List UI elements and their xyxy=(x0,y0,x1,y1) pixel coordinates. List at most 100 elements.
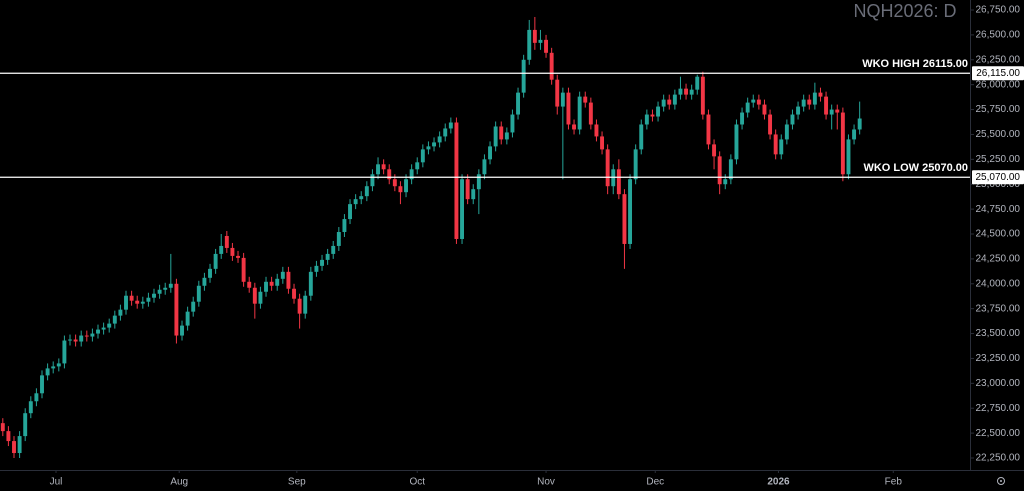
candle-body xyxy=(661,99,666,107)
settings-icon[interactable] xyxy=(997,477,1005,485)
y-tick-label: 25,000.00 xyxy=(976,179,1021,190)
candle-body xyxy=(538,39,543,43)
x-tick-label: Jul xyxy=(50,477,63,488)
candle-body xyxy=(146,297,151,302)
candle-body xyxy=(376,164,380,175)
y-tick-label: 23,000.00 xyxy=(976,378,1021,389)
candle-body xyxy=(364,186,369,197)
candle-body xyxy=(264,281,268,292)
candle-body xyxy=(717,156,722,185)
candle-body xyxy=(499,126,504,140)
candle-body xyxy=(320,259,324,266)
candle-body xyxy=(196,285,201,302)
candle-body xyxy=(667,99,672,105)
candle-body xyxy=(112,315,117,324)
candle-body xyxy=(392,179,397,187)
candle-body xyxy=(566,92,571,125)
candle-body xyxy=(577,96,582,130)
candle-body xyxy=(68,339,72,341)
candle-body xyxy=(34,393,39,402)
candle-body xyxy=(852,129,857,140)
y-tick-label: 22,750.00 xyxy=(976,403,1021,414)
y-tick-label: 26,500.00 xyxy=(976,30,1021,41)
candle-body xyxy=(308,271,313,296)
candle-body xyxy=(303,295,308,314)
candle-body xyxy=(185,311,190,326)
candle-body xyxy=(387,169,392,180)
candle-body xyxy=(504,132,509,140)
candle-body xyxy=(208,268,212,278)
candle-body xyxy=(236,255,240,258)
candle-body xyxy=(510,114,515,133)
candle-body xyxy=(252,287,257,304)
candle-body xyxy=(493,126,498,147)
y-tick-label: 22,500.00 xyxy=(976,428,1021,439)
candle-body xyxy=(745,102,750,113)
candle-body xyxy=(6,431,11,442)
candle-body xyxy=(650,114,655,117)
candle-body xyxy=(0,423,5,432)
candle-body xyxy=(96,329,100,334)
candle-body xyxy=(79,335,84,342)
candle-body xyxy=(600,136,605,150)
candle-body xyxy=(331,245,336,254)
candle-body xyxy=(174,283,179,336)
candle-body xyxy=(471,189,476,200)
candle-body xyxy=(723,179,728,185)
candle-body xyxy=(734,124,739,160)
candle-body xyxy=(790,114,795,125)
candle-body xyxy=(336,232,341,246)
candle-body xyxy=(801,99,806,107)
x-tick-label: 2026 xyxy=(767,477,790,488)
candle-body xyxy=(124,295,128,310)
candle-body xyxy=(756,99,761,105)
candle-body xyxy=(224,235,229,248)
candle-body xyxy=(426,146,431,150)
candle-body xyxy=(443,128,448,137)
candle-body xyxy=(465,179,470,200)
level-label: WKO HIGH 26115.00 xyxy=(862,58,968,70)
candle-body xyxy=(560,92,565,107)
candle-body xyxy=(247,281,252,288)
candle-body xyxy=(454,122,459,239)
candle-body xyxy=(101,327,106,330)
candle-body xyxy=(163,287,168,290)
candle-body xyxy=(544,39,549,53)
x-tick-label: Feb xyxy=(885,477,903,488)
candle-body xyxy=(213,253,218,269)
y-tick-label: 25,750.00 xyxy=(976,104,1021,115)
candle-body xyxy=(633,149,638,180)
candle-body xyxy=(684,88,689,95)
candle-body xyxy=(398,186,403,193)
candle-body xyxy=(812,92,817,105)
level-price-tag xyxy=(972,66,1024,81)
candle-body xyxy=(572,124,577,130)
candle-body xyxy=(409,169,414,180)
level-price-label: 25,070.00 xyxy=(976,172,1021,183)
candle-body xyxy=(84,335,89,337)
candle-body xyxy=(628,179,633,244)
candle-body xyxy=(516,92,521,115)
level-price-label: 26,115.00 xyxy=(976,68,1020,79)
candle-body xyxy=(532,29,537,43)
candle-body xyxy=(90,333,95,337)
candle-body xyxy=(482,159,487,175)
candle-body xyxy=(846,139,851,175)
candle-body xyxy=(488,146,493,160)
candle-body xyxy=(297,298,302,314)
candle-body xyxy=(784,124,789,140)
candle-body xyxy=(835,109,840,113)
candle-body xyxy=(555,79,560,107)
candle-body xyxy=(521,59,526,93)
candle-body xyxy=(241,257,246,282)
candle-body xyxy=(219,245,224,254)
candle-body xyxy=(437,136,442,143)
candle-body xyxy=(286,271,291,289)
y-tick-label: 24,250.00 xyxy=(976,254,1021,265)
candle-body xyxy=(12,441,16,454)
settings-icon-dot xyxy=(1000,480,1002,482)
candle-body xyxy=(129,295,134,301)
candle-body xyxy=(28,401,33,414)
candle-body xyxy=(202,277,207,286)
